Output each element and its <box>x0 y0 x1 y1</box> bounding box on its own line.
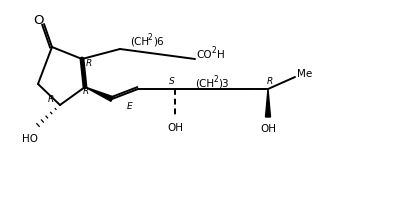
Text: CO: CO <box>196 50 211 60</box>
Text: )3: )3 <box>218 79 229 89</box>
Text: S: S <box>169 77 175 85</box>
Text: R: R <box>83 87 89 97</box>
Text: R: R <box>48 95 54 105</box>
Text: (CH: (CH <box>130 37 149 47</box>
Text: R: R <box>86 59 92 69</box>
Text: 2: 2 <box>212 46 217 55</box>
Text: R: R <box>267 77 273 85</box>
Polygon shape <box>85 87 113 101</box>
Text: )6: )6 <box>153 37 164 47</box>
Text: Me: Me <box>297 69 312 79</box>
Text: (CH: (CH <box>195 79 214 89</box>
Text: 2: 2 <box>148 33 153 42</box>
Text: HO: HO <box>22 134 38 144</box>
Text: OH: OH <box>167 123 183 133</box>
Text: OH: OH <box>260 124 276 134</box>
Text: H: H <box>217 50 225 60</box>
Polygon shape <box>265 89 270 117</box>
Text: 2: 2 <box>213 75 218 84</box>
Text: O: O <box>34 13 44 26</box>
Text: E: E <box>127 102 133 111</box>
